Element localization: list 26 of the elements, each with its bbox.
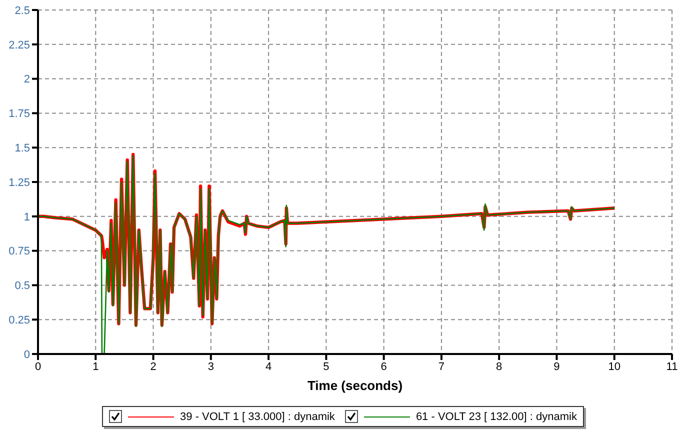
legend-label: 39 - VOLT 1 [ 33.000] : dynamik [180,410,335,422]
x-tick-label: 8 [496,360,502,373]
y-tick-label: 0 [24,348,30,361]
x-tick-label: 4 [265,360,272,373]
y-tick-label: 2 [24,74,30,86]
y-tick-label: 0.25 [8,314,30,327]
x-tick-label: 11 [666,360,678,373]
x-tick-label: 6 [380,360,387,373]
x-tick-label: 10 [608,360,620,373]
y-tick-label: 2.25 [8,39,30,52]
y-tick-label: 1 [24,211,30,224]
y-tick-label: 0.5 [14,280,30,292]
y-tick-label: 2.5 [14,4,30,17]
y-tick-label: 1.75 [8,108,30,120]
x-tick-label: 9 [554,360,560,373]
x-tick-label: 3 [208,360,214,373]
y-tick-label: 1.25 [8,176,30,189]
x-tick-label: 7 [438,360,445,373]
y-tick-label: 1.5 [14,142,30,155]
x-tick-label: 1 [92,360,99,373]
legend-label: 61 - VOLT 23 [ 132.00] : dynamik [416,410,577,422]
y-tick-label: 0.75 [8,246,30,258]
x-tick-label: 2 [150,360,156,373]
x-tick-label: 5 [323,360,330,373]
x-tick-label: 0 [34,360,42,373]
x-axis-title: Time (seconds) [307,378,403,393]
